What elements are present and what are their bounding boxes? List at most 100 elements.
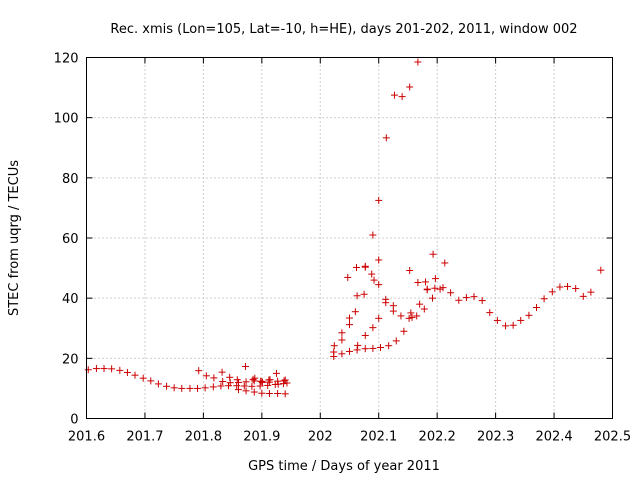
data-point [249,375,257,383]
data-point [353,263,361,271]
data-point [572,285,580,293]
data-point [533,303,541,311]
data-point [441,259,449,267]
x-tick-label: 202.5 [594,430,631,445]
x-tick-label: 201.7 [126,430,163,445]
data-point [597,266,605,274]
data-point [194,384,202,392]
x-tick-label: 201.6 [68,430,105,445]
data-point [195,367,203,375]
data-point [170,384,178,392]
data-point [429,250,437,258]
data-point [509,321,517,329]
data-point [234,378,242,386]
data-point [219,377,227,385]
data-point [258,378,266,386]
data-point [361,345,369,353]
data-point [353,292,361,300]
data-point [517,316,525,324]
data-point [360,290,368,298]
x-axis-label: GPS time / Days of year 2011 [248,459,440,474]
x-tick-label: 202 [308,430,333,445]
data-point [354,341,362,349]
data-point [217,382,225,390]
data-point [225,382,233,390]
y-tick-label: 20 [62,352,79,367]
data-point [406,83,414,91]
data-point [274,377,282,385]
data-point [280,377,288,385]
data-point [256,382,264,390]
data-point [330,342,338,350]
data-point [281,390,289,398]
data-point [240,382,248,390]
data-point [525,311,533,319]
data-point [330,348,338,356]
data-point [385,342,393,350]
data-point [405,314,413,322]
data-point [431,275,439,283]
data-point [369,324,377,332]
data-point [397,312,405,320]
data-point [123,368,131,376]
data-point [423,285,431,293]
data-point [563,282,571,290]
y-axis-label: STEC from uqrg / TECUs [7,160,22,316]
y-tick-label: 0 [70,413,78,428]
x-tick-label: 202.2 [419,430,456,445]
data-point [407,309,415,317]
data-point [351,308,359,316]
data-point [264,381,272,389]
y-tick-label: 60 [62,232,79,247]
data-point [361,263,369,271]
plot-frame [86,57,613,419]
data-point [92,365,100,373]
data-point [201,384,209,392]
data-point [139,374,147,382]
axis-ticks [86,57,613,419]
data-point [587,288,595,296]
data-point [344,273,352,281]
data-point [413,312,421,320]
x-tick-labels: 201.6 201.7 201.8 201.9 202 202.1 202.2 202.3 20… [68,430,631,445]
data-point [154,380,162,388]
data-point [382,134,390,142]
data-point [420,305,428,313]
data-point [265,390,273,398]
data-point [368,270,376,278]
data-point [346,314,353,322]
data-point [406,266,414,274]
data-point [233,382,241,390]
data-point [436,285,444,293]
data-point [131,371,139,379]
data-point [502,322,510,330]
data-point [370,276,378,284]
data-point [486,309,494,317]
data-point [431,284,439,292]
data-point [439,284,447,292]
data-point [281,376,289,384]
data-point [274,390,282,398]
data-point [248,382,256,390]
y-tick-labels: 0 20 40 60 80 100 120 [54,52,79,428]
data-point [84,366,92,374]
data-point [375,314,383,322]
data-point [389,302,397,310]
data-point [408,313,416,321]
data-point [346,347,353,355]
data-point [258,377,266,385]
data-point [392,337,400,345]
data-point [218,368,226,376]
x-tick-label: 202.1 [360,430,397,445]
data-point [116,366,124,374]
data-point [338,329,346,337]
data-point [178,384,186,392]
data-point [447,289,455,297]
data-point [163,382,171,390]
x-tick-label: 202.4 [535,430,572,445]
data-point [478,297,486,305]
data-point [234,386,242,394]
y-tick-label: 80 [62,172,79,187]
data-point [242,387,250,395]
y-tick-label: 40 [62,292,79,307]
